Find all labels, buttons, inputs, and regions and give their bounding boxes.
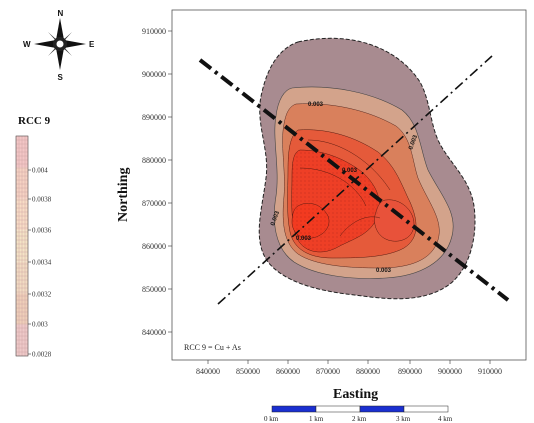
legend-tick-label: 0.0032	[32, 291, 52, 299]
contour-label: 0.003	[308, 102, 324, 108]
x-axis-ticks: 840000 850000 860000 870000 880000 890000 9000…	[196, 360, 502, 376]
y-tick-label: 860000	[142, 242, 166, 251]
contour-label: 0.003	[296, 236, 312, 242]
y-axis-ticks: 910000 900000 890000 880000 870000 860000 8500…	[142, 27, 172, 337]
fault-line-minor	[217, 55, 493, 305]
contour-label: 0.003	[270, 210, 281, 227]
y-tick-label: 910000	[142, 27, 166, 36]
legend-tick-label: 0.003	[32, 321, 48, 329]
x-tick-label: 860000	[276, 367, 300, 376]
legend-tick-label: 0.0028	[32, 351, 52, 359]
y-tick-label: 880000	[142, 156, 166, 165]
x-tick-label: 840000	[196, 367, 220, 376]
compass-rose-icon: N S E W	[23, 9, 95, 82]
y-tick-label: 890000	[142, 113, 166, 122]
y-axis-title: Northing	[116, 168, 131, 222]
x-axis-title: Easting	[333, 387, 378, 402]
x-tick-label: 910000	[478, 367, 502, 376]
legend: RCC 9 0.004 0.0038 0.0036 0.0034 0.0032 0.003…	[15, 115, 52, 359]
x-tick-label: 870000	[316, 367, 340, 376]
legend-tick-label: 0.004	[32, 167, 48, 175]
scale-label: 3 km	[396, 415, 411, 423]
x-tick-label: 880000	[356, 367, 380, 376]
scale-label: 2 km	[352, 415, 367, 423]
x-tick-label: 890000	[398, 367, 422, 376]
formula-note: RCC 9 = Cu + As	[184, 343, 241, 352]
scale-bar: 0 km 1 km 2 km 3 km 4 km	[264, 405, 453, 423]
x-tick-label: 850000	[236, 367, 260, 376]
compass-s-label: S	[58, 73, 64, 82]
contour-label: 0.003	[342, 168, 358, 174]
legend-tick-label: 0.0034	[32, 259, 52, 267]
scale-label: 0 km	[264, 415, 279, 423]
legend-title: RCC 9	[18, 115, 51, 127]
y-tick-label: 840000	[142, 328, 166, 337]
legend-tick-label: 0.0038	[32, 196, 52, 204]
y-tick-label: 900000	[142, 70, 166, 79]
compass-n-label: N	[58, 9, 64, 18]
x-tick-label: 900000	[438, 367, 462, 376]
compass-e-label: E	[89, 40, 95, 49]
legend-tick-label: 0.0036	[32, 227, 52, 235]
scale-label: 4 km	[438, 415, 453, 423]
compass-w-label: W	[23, 40, 31, 49]
legend-ticks: 0.004 0.0038 0.0036 0.0034 0.0032 0.003 0.0028	[28, 167, 52, 359]
y-tick-label: 870000	[142, 199, 166, 208]
y-tick-label: 850000	[142, 285, 166, 294]
contour-label: 0.003	[376, 268, 392, 274]
contour-label: 0.003	[408, 134, 419, 151]
scale-label: 1 km	[309, 415, 324, 423]
legend-colorbar	[15, 135, 29, 357]
